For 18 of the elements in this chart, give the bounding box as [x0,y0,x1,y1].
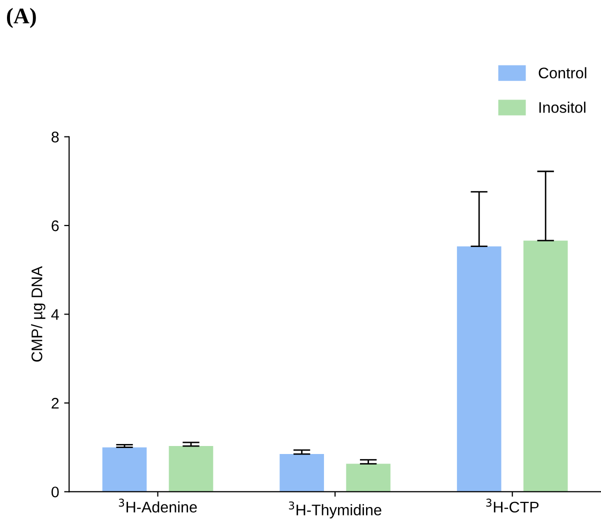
bar [346,464,390,492]
x-tick-label: $^{3}$H-CTP [486,498,539,513]
bar [523,240,568,492]
x-tick-label: $^{3}$H-Thymidine [288,501,382,518]
bar [168,446,214,492]
chart-title: (A) [6,8,36,28]
x-tick-label: $^{3}$H-Adenine [118,498,197,513]
legend-label: Control [538,67,586,78]
y-tick-label: 6 [52,220,59,232]
y-tick-label: 2 [52,398,59,409]
bar [102,447,147,492]
y-tick-label: 4 [51,309,59,320]
bar [280,454,324,492]
y-tick-label: 8 [52,132,59,142]
y-axis-title: CMP/ µg DNA [31,266,46,362]
y-tick-label: 0 [51,486,59,498]
legend-label: Inositol [539,102,586,113]
bar [456,246,502,492]
